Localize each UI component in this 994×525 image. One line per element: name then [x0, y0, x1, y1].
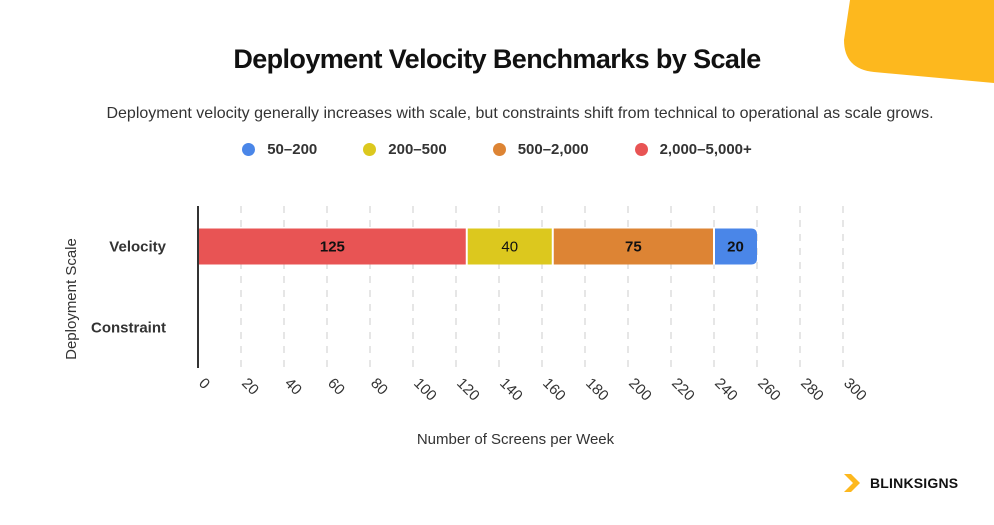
data-label: 75	[625, 239, 642, 256]
data-label: 20	[727, 239, 744, 256]
tick-label: 40	[281, 375, 305, 399]
chevron-right-icon	[844, 474, 860, 492]
page-subtitle: Deployment velocity generally increases …	[106, 105, 934, 122]
tick-label: 20	[238, 375, 262, 399]
bar-segment	[714, 228, 757, 265]
tick-label: 60	[324, 375, 348, 399]
tick-label: 260	[754, 375, 784, 405]
bar-segment	[552, 228, 714, 265]
legend-label: 2,000–5,000+	[659, 141, 752, 158]
tick-label: 140	[496, 375, 526, 405]
tick-label: 120	[453, 375, 483, 405]
tick-label: 220	[668, 375, 698, 405]
tick-label: 300	[840, 375, 870, 405]
bar-segment	[198, 228, 467, 265]
legend-label: 50–200	[267, 141, 318, 158]
y-axis-title: Deployment Scale	[63, 238, 80, 360]
x-axis-title: Number of Screens per Week	[417, 431, 615, 448]
legend-label: 200–500	[388, 141, 447, 158]
legend-swatch	[634, 143, 648, 156]
legend-item: 200–500	[363, 141, 447, 158]
legend-swatch	[242, 143, 256, 156]
legend-item: 500–2,000	[492, 141, 589, 158]
brand-name: BLINKSIGNS	[870, 475, 959, 491]
bar-segment	[466, 228, 553, 265]
tick-label: 160	[539, 375, 569, 405]
tick-label: 240	[711, 375, 741, 405]
tick-label: 0	[195, 375, 213, 393]
legend-item: 50–200	[242, 141, 317, 158]
chart-legend: 50–200 200–500 500–2,000 2,000–5,000+	[0, 141, 994, 158]
category-label: Constraint	[91, 320, 166, 337]
tick-label: 80	[367, 375, 391, 399]
tick-label: 180	[582, 375, 612, 405]
tick-label: 100	[410, 375, 440, 405]
page-title: Deployment Velocity Benchmarks by Scale	[233, 44, 761, 74]
data-label: 40	[501, 239, 518, 256]
legend-swatch	[492, 143, 506, 156]
brand-logo: BLINKSIGNS	[842, 473, 958, 493]
corner-accent-shape	[844, 0, 994, 83]
legend-label: 500–2,000	[517, 141, 589, 158]
tick-label: 280	[797, 375, 827, 405]
legend-swatch	[363, 143, 377, 156]
tick-label: 200	[625, 375, 655, 405]
data-label: 125	[320, 239, 345, 256]
legend-item: 2,000–5,000+	[634, 141, 752, 158]
category-label: Velocity	[109, 239, 166, 256]
